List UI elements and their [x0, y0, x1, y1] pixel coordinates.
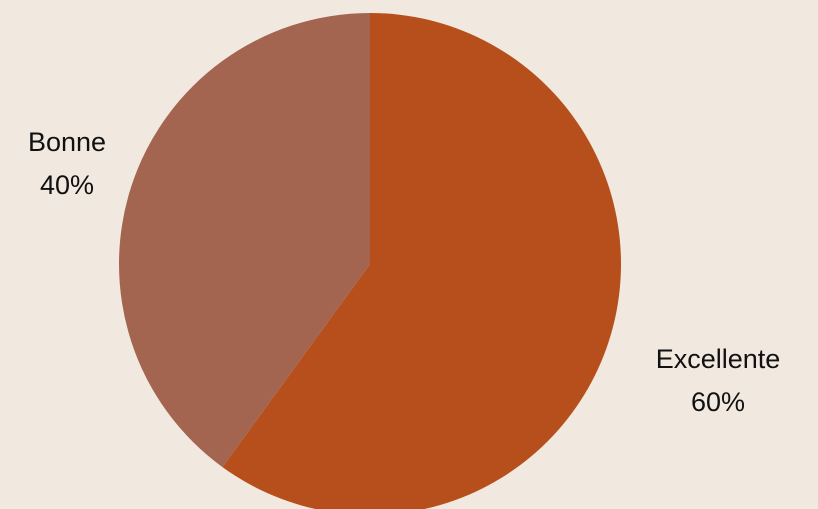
slice-percent-bonne: 40% — [40, 170, 94, 200]
pie-slices — [118, 13, 622, 509]
slice-label-bonne: Bonne — [28, 127, 106, 157]
pie-slice-bonne — [118, 13, 370, 468]
slice-label-excellente: Excellente — [656, 344, 781, 374]
slice-percent-excellente: 60% — [691, 387, 745, 417]
pie-slice-excellente — [222, 13, 622, 509]
